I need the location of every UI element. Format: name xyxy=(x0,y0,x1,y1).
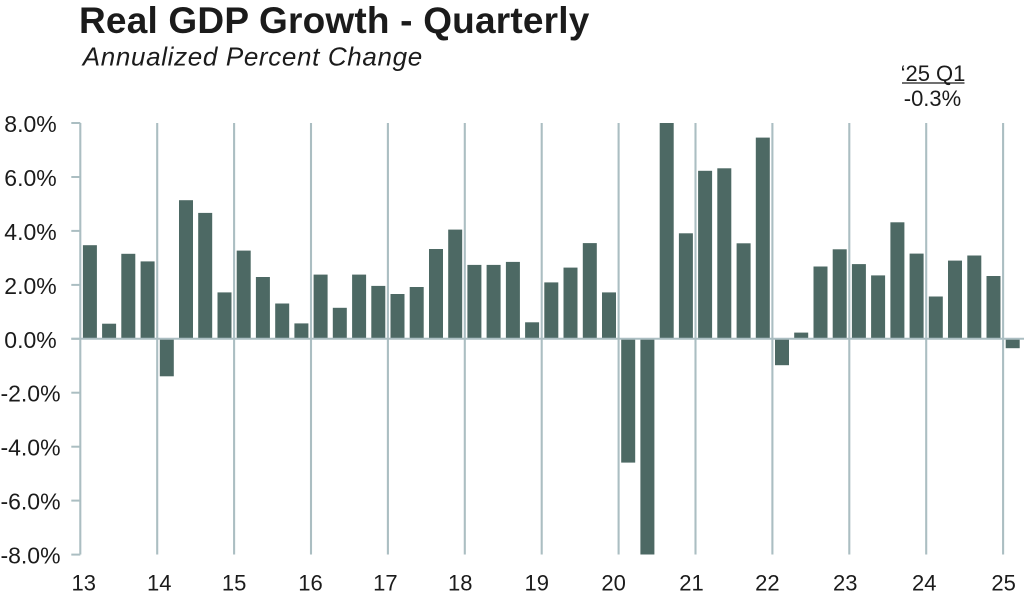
svg-text:20: 20 xyxy=(601,571,625,596)
svg-text:0.0%: 0.0% xyxy=(4,327,56,353)
svg-text:19: 19 xyxy=(524,571,548,596)
svg-text:25: 25 xyxy=(991,571,1015,596)
svg-text:18: 18 xyxy=(448,571,472,596)
svg-text:-6.0%: -6.0% xyxy=(0,489,60,515)
svg-text:2.0%: 2.0% xyxy=(4,273,56,299)
svg-text:15: 15 xyxy=(222,571,246,596)
svg-text:-0.3%: -0.3% xyxy=(904,86,961,111)
svg-text:8.0%: 8.0% xyxy=(4,111,56,137)
svg-text:23: 23 xyxy=(833,571,857,596)
svg-text:16: 16 xyxy=(298,571,322,596)
svg-text:24: 24 xyxy=(912,571,936,596)
svg-text:13: 13 xyxy=(72,571,96,596)
svg-text:4.0%: 4.0% xyxy=(4,219,56,245)
svg-text:6.0%: 6.0% xyxy=(4,165,56,191)
svg-text:21: 21 xyxy=(679,571,703,596)
svg-text:Annualized Percent Change: Annualized Percent Change xyxy=(81,42,423,72)
svg-text:-4.0%: -4.0% xyxy=(0,435,60,461)
svg-text:Real GDP Growth - Quarterly: Real GDP Growth - Quarterly xyxy=(79,0,590,41)
svg-text:-2.0%: -2.0% xyxy=(0,381,60,407)
svg-text:‘25 Q1: ‘25 Q1 xyxy=(901,61,966,86)
svg-text:17: 17 xyxy=(373,571,397,596)
svg-text:22: 22 xyxy=(755,571,779,596)
svg-text:14: 14 xyxy=(147,571,171,596)
svg-text:-8.0%: -8.0% xyxy=(0,543,60,569)
